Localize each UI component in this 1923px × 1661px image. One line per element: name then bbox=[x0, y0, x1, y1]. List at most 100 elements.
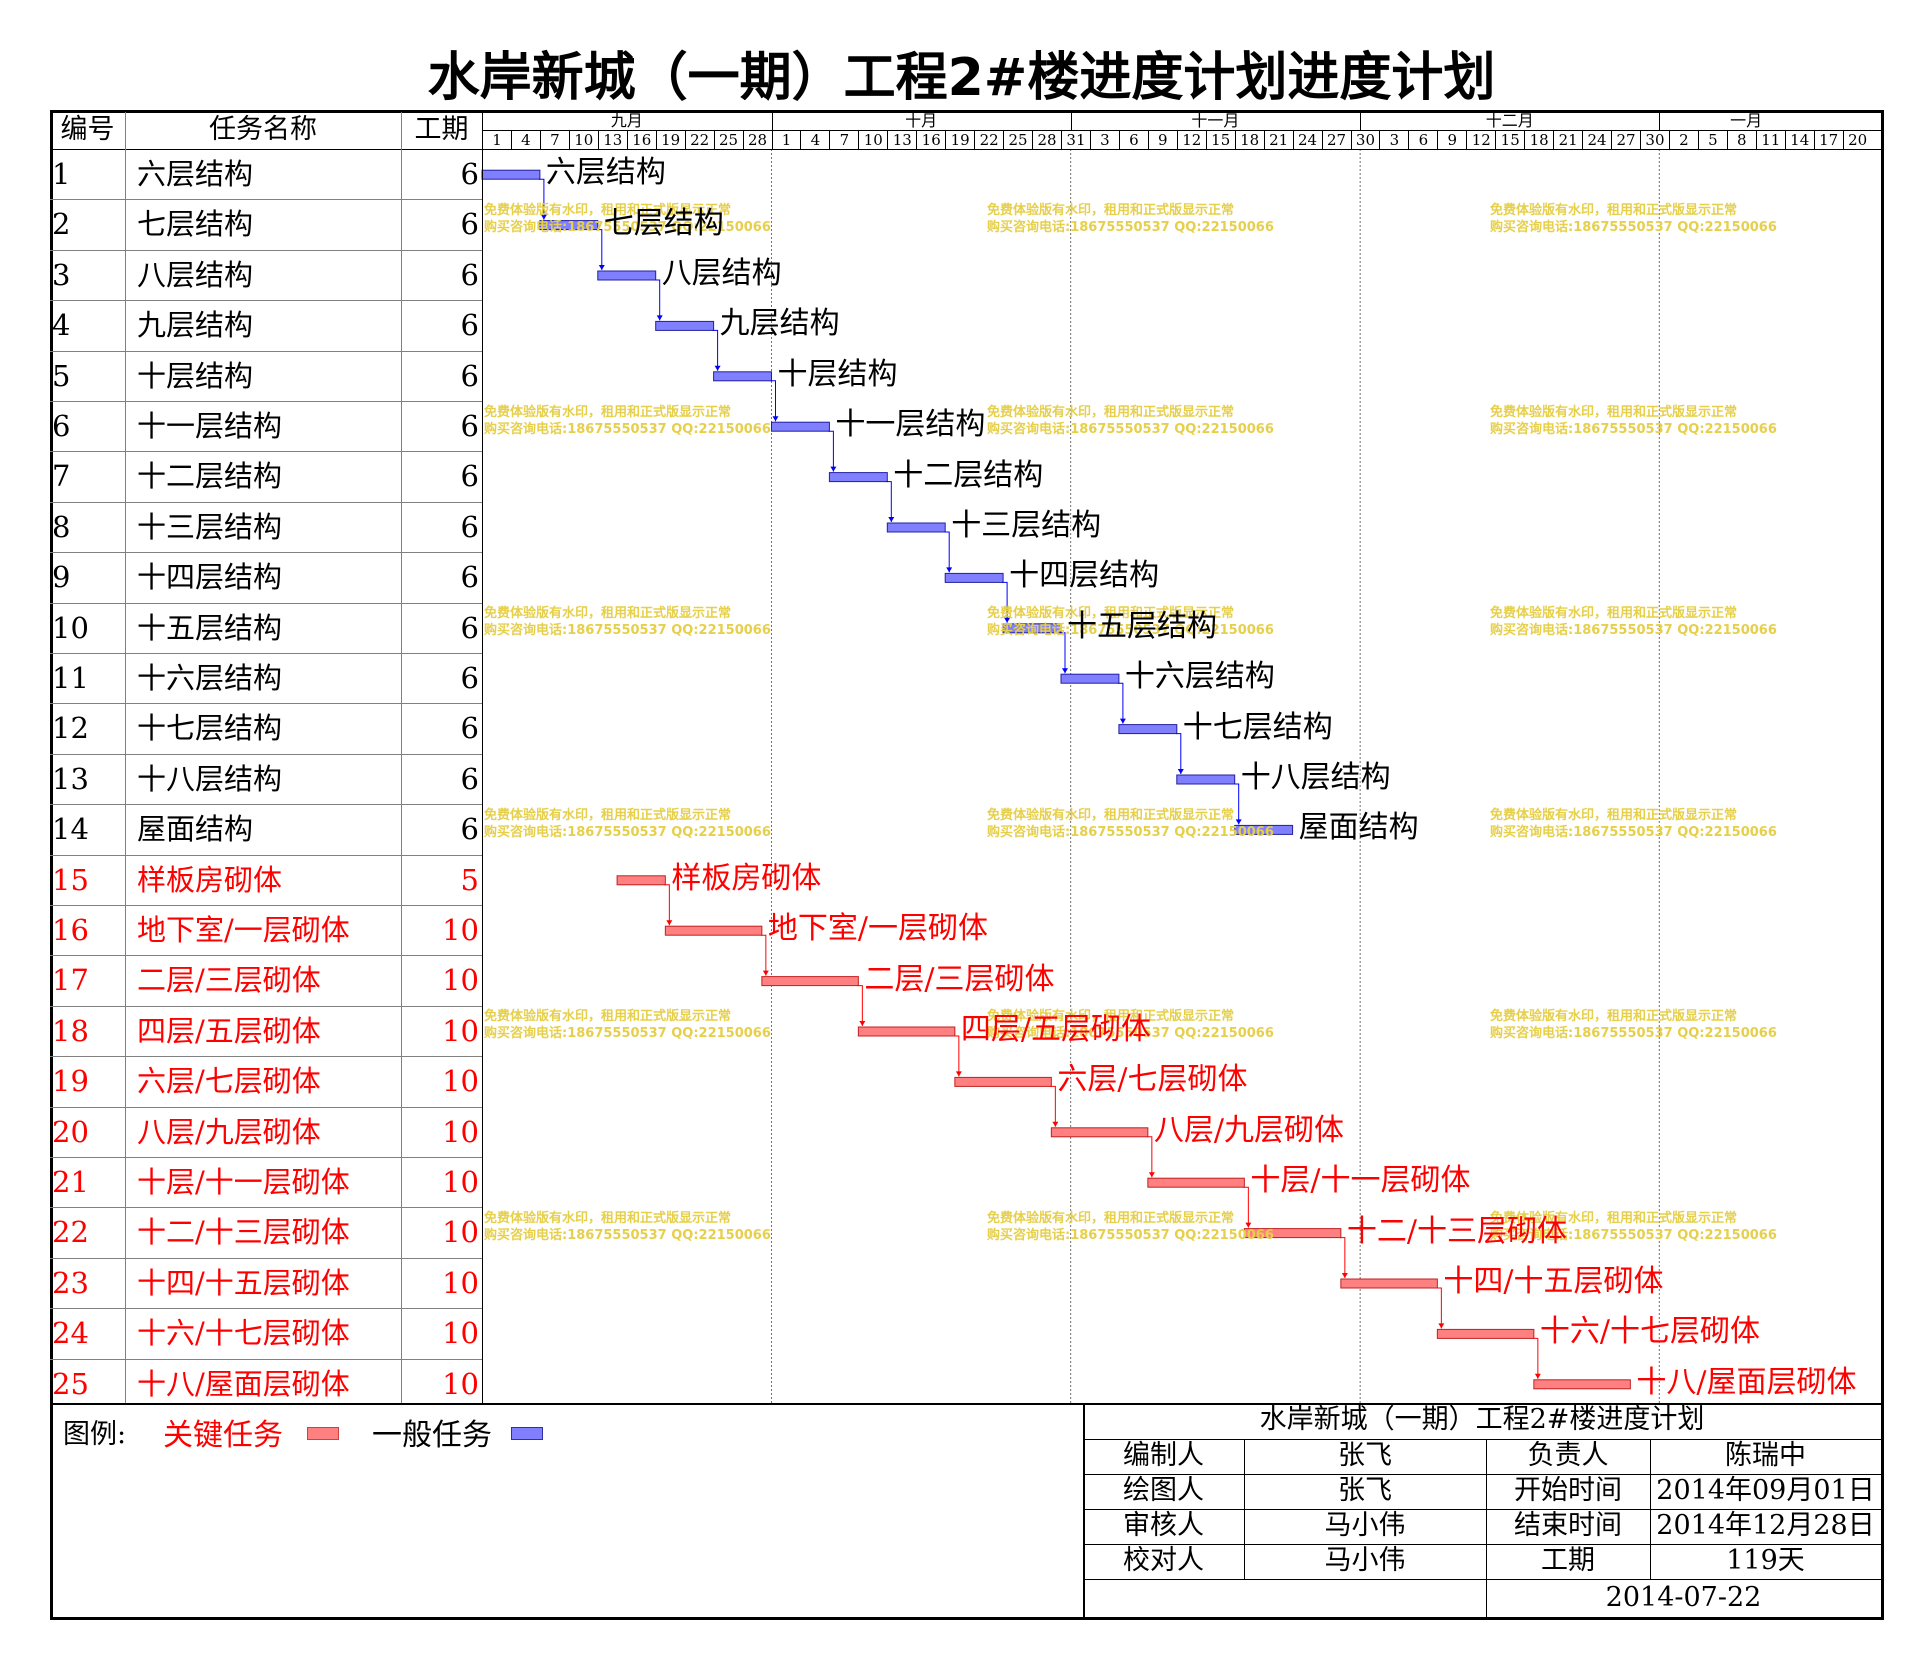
task-id: 7 bbox=[52, 459, 71, 494]
day-tick-label: 8 bbox=[1726, 130, 1756, 150]
dependency-arrowhead bbox=[772, 416, 779, 422]
legend-top-rule bbox=[50, 1403, 1884, 1405]
title-block-cell: 2014年09月01日 bbox=[1656, 1475, 1875, 1506]
title-block-cell: 审核人 bbox=[1123, 1510, 1204, 1541]
task-bar-label: 十八/屋面层砌体 bbox=[1636, 1364, 1857, 1400]
task-name: 十八/屋面层砌体 bbox=[137, 1366, 350, 1401]
task-duration: 10 bbox=[442, 1316, 479, 1351]
task-bar bbox=[761, 976, 859, 987]
day-tick-label: 25 bbox=[1003, 130, 1032, 150]
task-id: 12 bbox=[52, 711, 89, 746]
title-block-title: 水岸新城（一期）工程2#楼进度计划 bbox=[1259, 1404, 1705, 1435]
task-bar-label: 四层/五层砌体 bbox=[960, 1012, 1151, 1047]
month-label: 一月 bbox=[1730, 111, 1763, 130]
task-id: 18 bbox=[52, 1013, 89, 1048]
dependency-link bbox=[760, 934, 767, 976]
row-rule bbox=[50, 653, 482, 654]
day-tick-label: 28 bbox=[1032, 130, 1061, 150]
task-name: 六层结构 bbox=[137, 157, 254, 191]
task-bar-label: 二层/三层砌体 bbox=[864, 961, 1055, 997]
dependency-arrowhead bbox=[1177, 769, 1184, 774]
task-duration: 6 bbox=[460, 257, 479, 292]
task-id: 3 bbox=[52, 257, 71, 292]
day-tick-label: 10 bbox=[568, 130, 598, 150]
title-block-cell: 开始时间 bbox=[1514, 1475, 1622, 1506]
task-bar bbox=[713, 371, 772, 382]
task-bar-label: 样板房砌体 bbox=[671, 860, 822, 896]
task-id: 21 bbox=[52, 1165, 89, 1199]
task-name: 十六/十七层砌体 bbox=[137, 1316, 350, 1351]
title-block-date: 2014-07-22 bbox=[1605, 1582, 1762, 1613]
task-id: 13 bbox=[52, 761, 89, 796]
row-rule bbox=[50, 905, 482, 906]
dependency-link bbox=[1175, 733, 1182, 774]
dependency-link bbox=[712, 329, 719, 371]
task-bar-label: 八层结构 bbox=[661, 256, 782, 291]
task-id: 4 bbox=[52, 308, 71, 343]
row-rule bbox=[50, 1358, 482, 1360]
day-tick-label: 7 bbox=[829, 130, 858, 150]
dependency-arrowhead bbox=[888, 517, 895, 522]
dependency-arrowhead bbox=[1534, 1373, 1541, 1379]
task-id: 14 bbox=[52, 812, 89, 847]
day-tick-label: 25 bbox=[713, 130, 743, 150]
title-block-cell: 陈瑞中 bbox=[1725, 1440, 1806, 1471]
task-bar-label: 十五层结构 bbox=[1067, 608, 1217, 644]
title-block-cell: 马小伟 bbox=[1324, 1545, 1406, 1576]
task-id: 23 bbox=[52, 1265, 89, 1300]
header-bottom-rule bbox=[50, 149, 1884, 150]
task-name: 十四/十五层砌体 bbox=[137, 1265, 350, 1300]
row-rule bbox=[50, 854, 482, 856]
dependency-arrowhead bbox=[598, 265, 605, 270]
title-block-cell: 编制人 bbox=[1123, 1440, 1204, 1471]
title-block-cell: 校对人 bbox=[1123, 1545, 1204, 1576]
task-duration: 6 bbox=[460, 610, 479, 645]
day-tick-label: 20 bbox=[1842, 130, 1872, 150]
row-rule bbox=[50, 1005, 482, 1007]
task-bar bbox=[944, 572, 1004, 583]
task-duration: 10 bbox=[442, 1064, 479, 1099]
title-block-cell: 负责人 bbox=[1527, 1440, 1609, 1471]
task-name: 十八层结构 bbox=[137, 761, 283, 796]
task-duration: 6 bbox=[460, 661, 479, 695]
dependency-link bbox=[1117, 682, 1124, 724]
task-bar bbox=[1533, 1379, 1631, 1390]
day-tick-label: 27 bbox=[1611, 130, 1640, 150]
day-tick-label: 12 bbox=[1176, 130, 1206, 150]
day-tick-label: 28 bbox=[742, 130, 772, 150]
day-tick-label: 17 bbox=[1813, 130, 1843, 150]
task-duration: 10 bbox=[442, 1265, 479, 1300]
task-duration: 10 bbox=[442, 1366, 479, 1401]
legend-critical-swatch bbox=[307, 1427, 339, 1440]
task-bar-label: 十二/十三层砌体 bbox=[1346, 1213, 1567, 1249]
task-bar-label: 八层/九层砌体 bbox=[1153, 1112, 1344, 1148]
row-rule bbox=[50, 199, 482, 201]
month-label: 十一月 bbox=[1191, 111, 1240, 130]
title-block-row-rule bbox=[1083, 1474, 1881, 1475]
dependency-link bbox=[944, 531, 950, 573]
task-bar bbox=[539, 220, 599, 231]
title-block-cell: 马小伟 bbox=[1324, 1510, 1406, 1541]
day-tick-label: 6 bbox=[1118, 130, 1148, 150]
dependency-arrowhead bbox=[1148, 1172, 1155, 1178]
task-duration: 5 bbox=[460, 862, 479, 897]
row-rule bbox=[50, 1157, 482, 1158]
task-id: 20 bbox=[52, 1114, 89, 1149]
task-duration: 10 bbox=[442, 1013, 479, 1048]
day-tick-label: 19 bbox=[655, 130, 685, 150]
task-bar bbox=[616, 875, 666, 886]
dependency-link bbox=[1002, 581, 1008, 623]
task-id: 16 bbox=[52, 913, 89, 947]
dependency-arrowhead bbox=[1235, 819, 1242, 825]
task-bar bbox=[1118, 724, 1178, 735]
task-name: 六层/七层砌体 bbox=[137, 1064, 321, 1099]
month-label: 九月 bbox=[610, 111, 643, 130]
row-rule bbox=[50, 1106, 482, 1108]
task-id: 25 bbox=[52, 1366, 89, 1401]
day-tick-label: 24 bbox=[1582, 130, 1611, 150]
legend-normal-label: 一般任务 bbox=[372, 1418, 492, 1453]
dependency-link bbox=[828, 430, 834, 472]
task-id: 2 bbox=[52, 207, 71, 242]
task-duration: 6 bbox=[460, 509, 479, 544]
month-label: 十二月 bbox=[1485, 111, 1534, 130]
